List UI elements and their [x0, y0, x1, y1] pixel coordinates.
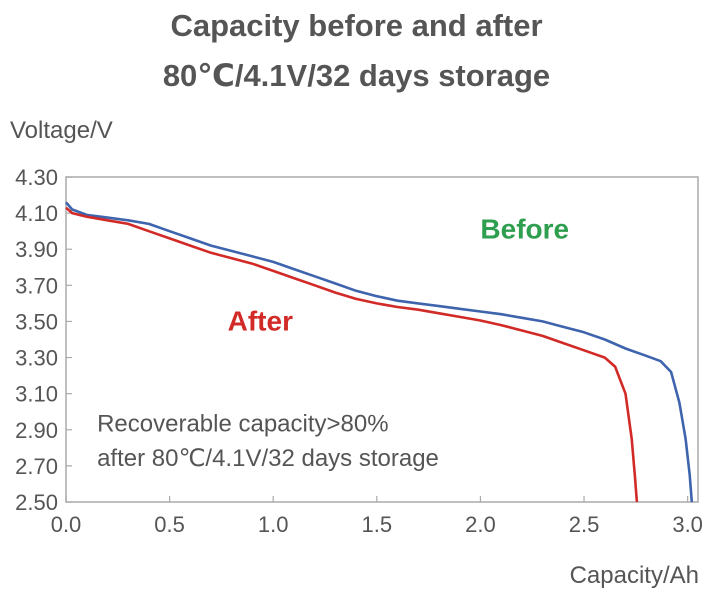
series-line-before — [65, 201, 694, 503]
annotation-text: after 80℃/4.1V/32 days storage — [97, 445, 439, 472]
x-tick-label: 2.0 — [465, 512, 496, 537]
x-tick-label: 2.5 — [569, 512, 600, 537]
y-tick-label: 2.90 — [15, 418, 58, 443]
y-tick-label: 3.70 — [15, 273, 58, 298]
x-tick-label: 1.5 — [362, 512, 393, 537]
x-tick-label: 3.0 — [672, 512, 703, 537]
series-line-after — [65, 206, 639, 503]
y-tick-label: 3.10 — [15, 382, 58, 407]
x-tick-label: 1.0 — [258, 512, 289, 537]
series-label-after: After — [228, 305, 293, 336]
chart-title-line-1: Capacity before and after — [170, 8, 543, 43]
y-axis-label: Voltage/V — [10, 117, 113, 144]
x-tick-label: 0.5 — [154, 512, 185, 537]
chart-title-line-2: 80℃/4.1V/32 days storage — [162, 58, 551, 93]
y-tick-label: 2.50 — [15, 490, 58, 515]
plot-frame — [65, 176, 699, 503]
y-tick-label: 3.90 — [15, 237, 58, 262]
y-tick-label: 3.30 — [15, 346, 58, 371]
y-tick-label: 4.10 — [15, 201, 58, 226]
annotation-text: Recoverable capacity>80% — [97, 411, 389, 438]
series-label-before: Before — [480, 213, 569, 244]
y-tick-label: 4.30 — [15, 165, 58, 190]
x-tick-label: 0.0 — [51, 512, 82, 537]
x-axis-label: Capacity/Ah — [569, 562, 699, 589]
y-tick-label: 3.50 — [15, 309, 58, 334]
y-tick-label: 2.70 — [15, 454, 58, 479]
